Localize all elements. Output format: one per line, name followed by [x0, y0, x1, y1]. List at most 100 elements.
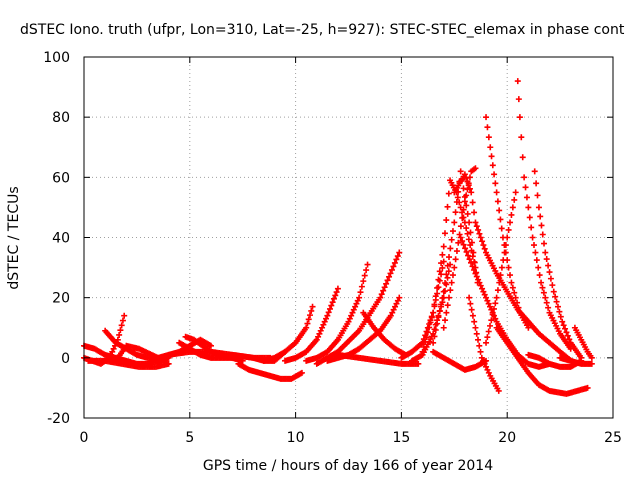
data-point [313, 336, 320, 343]
data-point [471, 209, 478, 216]
data-point [540, 289, 547, 296]
data-point [511, 289, 518, 296]
data-point [428, 314, 435, 321]
y-tick-label: 40 [52, 231, 70, 247]
data-point [539, 284, 546, 291]
data-point [504, 234, 511, 241]
data-point [444, 262, 451, 269]
data-point [536, 272, 543, 279]
data-point [449, 272, 456, 279]
data-point [472, 165, 479, 172]
x-tick-label: 15 [392, 430, 410, 446]
data-point [492, 300, 499, 307]
data-point [498, 264, 505, 271]
data-point [439, 295, 446, 302]
data-point [533, 257, 540, 264]
data-point [444, 203, 451, 210]
data-point [563, 329, 570, 336]
data-point [511, 196, 518, 203]
data-point [472, 324, 479, 331]
data-point [117, 327, 124, 334]
data-point [453, 248, 460, 255]
data-point [562, 325, 569, 332]
data-point [468, 189, 475, 196]
data-point [354, 297, 361, 304]
data-point [441, 230, 448, 237]
data-point [518, 134, 525, 141]
series-28 [483, 189, 519, 346]
data-point [483, 339, 490, 346]
y-tick-label: 60 [52, 170, 70, 186]
data-point [464, 210, 471, 217]
data-point [316, 330, 323, 337]
data-point [393, 300, 400, 307]
data-point [477, 348, 484, 355]
data-point [472, 270, 479, 277]
data-point [452, 209, 459, 216]
x-tick-label: 5 [185, 430, 194, 446]
data-point [475, 226, 482, 233]
data-point [443, 271, 450, 278]
data-point [361, 272, 368, 279]
data-point [508, 211, 515, 218]
data-point [457, 223, 464, 230]
data-point [494, 287, 501, 294]
data-point [491, 171, 498, 178]
chart-title: dSTEC Iono. truth (ufpr, Lon=310, Lat=-2… [20, 22, 625, 38]
data-point [463, 248, 470, 255]
data-point [479, 285, 486, 292]
data-point [559, 318, 566, 325]
data-point [454, 194, 461, 201]
data-point [512, 189, 519, 196]
data-point [479, 238, 486, 245]
data-point [487, 144, 494, 151]
y-tick-label: 80 [52, 110, 70, 126]
data-point [321, 318, 328, 325]
data-point [519, 154, 526, 161]
data-point [516, 114, 523, 121]
data-point [531, 168, 538, 175]
data-point [306, 312, 313, 319]
data-point [464, 230, 471, 237]
data-point [485, 300, 492, 307]
series-16 [360, 309, 409, 358]
data-point [465, 252, 472, 259]
data-point [460, 206, 467, 213]
data-point [488, 317, 495, 324]
series-29 [514, 78, 574, 352]
data-point [350, 306, 357, 313]
data-point [394, 253, 401, 260]
data-point [383, 280, 390, 287]
data-point [484, 334, 491, 341]
data-point [473, 223, 480, 230]
data-point [537, 213, 544, 220]
data-point [481, 245, 488, 252]
data-point [345, 318, 352, 325]
y-tick-label: -20 [47, 411, 70, 427]
data-point [539, 231, 546, 238]
data-point [484, 124, 491, 131]
data-point [526, 214, 533, 221]
data-point [460, 241, 467, 248]
data-point [303, 324, 310, 331]
data-point [472, 219, 479, 226]
data-point [451, 219, 458, 226]
data-point [435, 276, 442, 283]
data-point [432, 327, 439, 334]
data-point [588, 354, 595, 361]
data-point [535, 264, 542, 271]
data-point [550, 288, 557, 295]
data-point [541, 240, 548, 247]
data-point [560, 322, 567, 329]
data-point [440, 324, 447, 331]
data-point [476, 342, 483, 349]
y-tick-label: 20 [52, 291, 70, 307]
data-point [317, 327, 324, 334]
data-point [390, 306, 397, 313]
data-point [538, 279, 545, 286]
data-point [546, 269, 553, 276]
series-4 [112, 342, 168, 364]
series-31 [531, 168, 585, 361]
data-point [118, 322, 125, 329]
data-point [386, 273, 393, 280]
